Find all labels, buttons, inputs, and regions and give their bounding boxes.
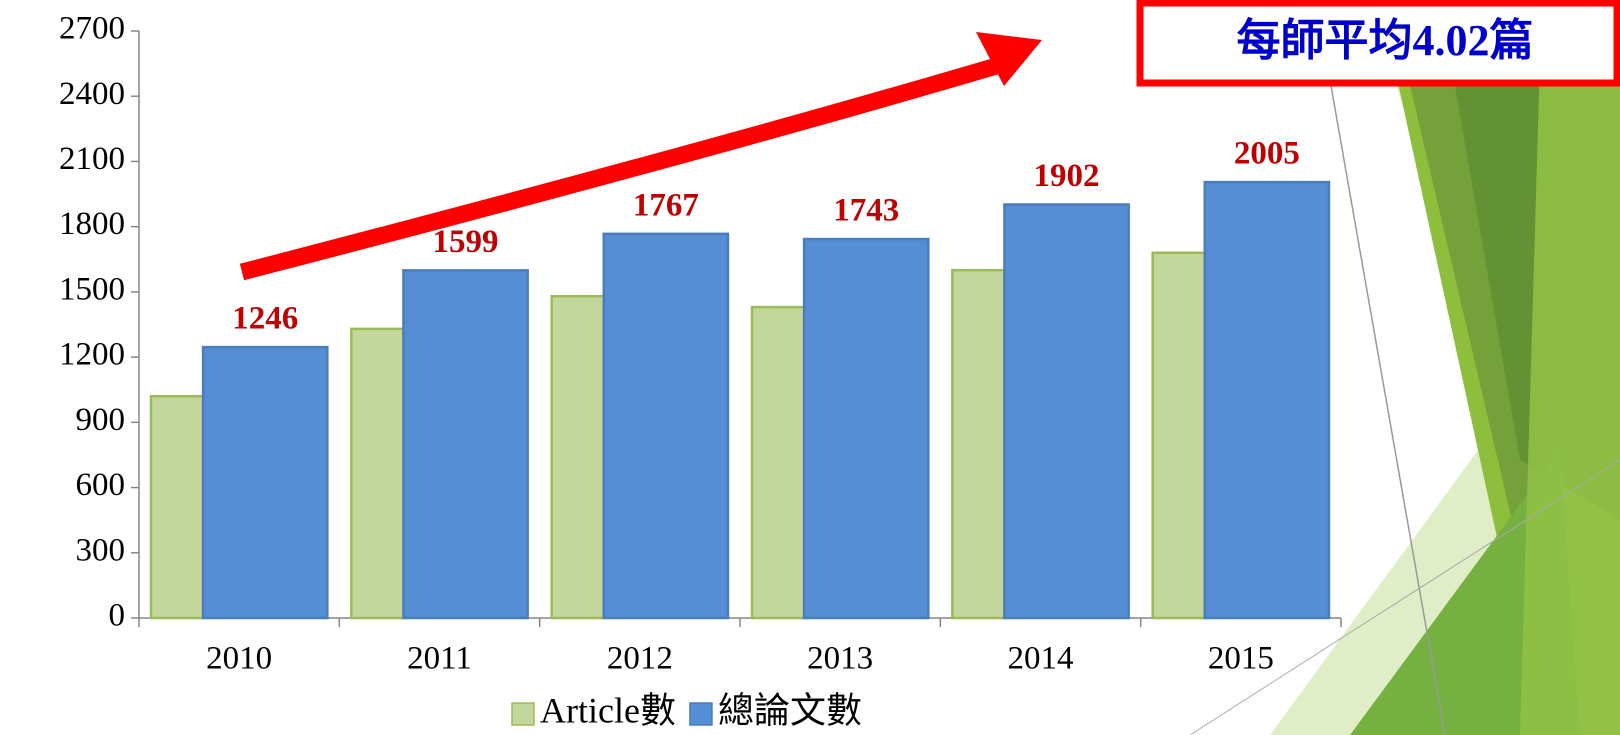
plot-area: 0 300 600 900 1200 1500 1800 2100 2400 2700 2010 12… (59, 11, 1341, 731)
bar (552, 296, 604, 618)
x-tick-label: 2010 (206, 641, 272, 677)
x-tick-label: 2015 (1208, 641, 1274, 677)
bar (351, 329, 403, 618)
legend-label: Article數 (540, 690, 676, 730)
bar (151, 396, 203, 618)
bar (952, 270, 1004, 618)
bar (1004, 204, 1128, 618)
bar (1153, 253, 1205, 618)
bar (604, 234, 728, 618)
data-label: 1902 (1034, 158, 1100, 194)
x-tick-label: 2012 (607, 641, 673, 677)
x-tick-label: 2014 (1008, 641, 1074, 677)
bar (203, 347, 327, 618)
chart: 0 300 600 900 1200 1500 1800 2100 2400 2700 2010 12… (0, 0, 1620, 735)
bar (1205, 182, 1329, 618)
annotation: 每師平均4.02篇 (1237, 16, 1534, 65)
legend-swatch (690, 703, 712, 725)
y-tick-label: 1800 (59, 206, 125, 242)
y-tick-label: 1200 (59, 337, 125, 373)
data-label: 2005 (1234, 136, 1300, 172)
data-label: 1246 (232, 301, 298, 337)
y-tick-label: 2100 (59, 141, 125, 177)
y-tick-label: 300 (76, 532, 126, 568)
bar (752, 307, 804, 618)
data-label: 1767 (633, 187, 699, 223)
y-tick-label: 2400 (59, 76, 125, 112)
y-tick-label: 0 (109, 598, 126, 634)
page: 0 300 600 900 1200 1500 1800 2100 2400 2700 2010 12… (0, 0, 1620, 735)
y-tick-label: 1500 (59, 271, 125, 307)
legend-label: 總論文數 (718, 690, 862, 730)
x-tick-label: 2011 (407, 641, 472, 677)
y-tick-label: 900 (76, 402, 126, 438)
bar (804, 239, 928, 618)
x-tick-label: 2013 (807, 641, 873, 677)
legend-swatch (512, 703, 534, 725)
y-tick-label: 600 (76, 467, 126, 503)
bar (403, 270, 527, 618)
data-label: 1743 (833, 193, 899, 229)
data-label: 1599 (433, 224, 499, 260)
y-tick-label: 2700 (59, 11, 125, 47)
